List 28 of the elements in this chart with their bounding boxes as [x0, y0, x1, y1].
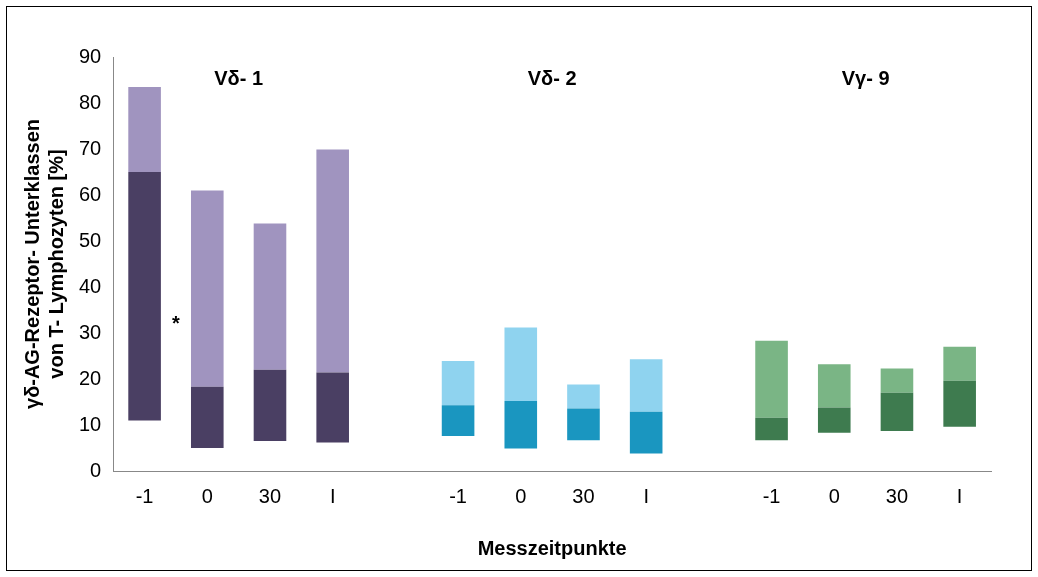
- x-tick-label: 0: [515, 484, 527, 507]
- x-tick-label: I: [643, 484, 649, 507]
- annotation: Vδ- 2: [527, 66, 577, 89]
- x-tick-label: I: [956, 484, 963, 507]
- x-tick-label: -1: [449, 484, 467, 507]
- y-tick-label: 80: [79, 90, 102, 113]
- y-tick-label: 30: [79, 320, 102, 343]
- annotation: Vδ- 1: [214, 66, 264, 89]
- y-tick-label: 90: [79, 44, 102, 67]
- y-axis-title: γδ-AG-Rezeptor- Unterklassen von T- Lymphozyten [%]: [20, 119, 67, 409]
- annotation: Vγ- 9: [841, 66, 890, 89]
- x-tick-label: 30: [885, 484, 909, 507]
- x-tick-label: -1: [135, 484, 154, 507]
- annotation: *: [172, 311, 181, 334]
- y-tick-label: 10: [79, 412, 102, 435]
- x-axis-title: Messzeitpunkte: [477, 536, 627, 559]
- x-tick-label: I: [329, 484, 336, 507]
- x-tick-label: 30: [258, 484, 282, 507]
- x-tick-label: 0: [828, 484, 840, 507]
- x-tick-label: 30: [572, 484, 595, 507]
- y-tick-label: 70: [79, 136, 102, 159]
- y-tick-label: 40: [79, 274, 102, 297]
- y-tick-label: 50: [79, 228, 102, 251]
- y-tick-label: 0: [90, 458, 102, 481]
- y-tick-label: 20: [79, 366, 102, 389]
- y-tick-label: 60: [79, 182, 102, 205]
- x-tick-label: 0: [201, 484, 213, 507]
- x-tick-label: -1: [762, 484, 781, 507]
